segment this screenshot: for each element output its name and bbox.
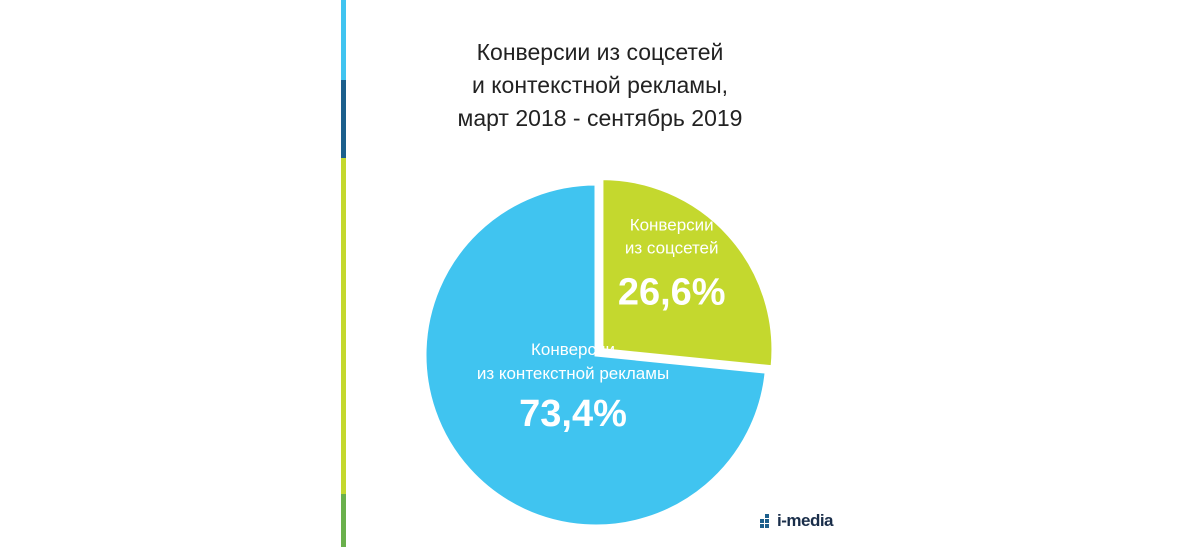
accent-stripe-dark-blue bbox=[341, 80, 346, 158]
pie-slice-social-value-label: 26,6% bbox=[618, 272, 726, 314]
accent-stripe-lime bbox=[341, 158, 346, 494]
accent-stripe-cyan bbox=[341, 0, 346, 80]
pie-slice-social bbox=[600, 177, 775, 369]
chart-title: Конверсии из соцсетей и контекстной рекл… bbox=[380, 36, 820, 135]
logo-mark-icon bbox=[760, 514, 774, 528]
pie-slice-context bbox=[423, 182, 768, 528]
pie-slice-social-name-line-2: из соцсетей bbox=[625, 239, 719, 258]
chart-title-line-3: март 2018 - сентябрь 2019 bbox=[457, 105, 743, 131]
pie-slice-context-name-line-1: Конверсии bbox=[531, 340, 615, 359]
pie-slice-social-name-line-1: Конверсии bbox=[630, 216, 714, 235]
pie-slice-context-label: Конверсии из контекстной рекламы 73,4% bbox=[477, 340, 669, 435]
i-media-logo: i-media bbox=[760, 511, 834, 531]
pie-slice-context-name-line-2: из контекстной рекламы bbox=[477, 364, 669, 383]
pie-slice-social-label: Конверсии из соцсетей 26,6% bbox=[618, 216, 726, 314]
chart-title-line-2: и контекстной рекламы, bbox=[471, 72, 729, 98]
pie-slice-context-value-label: 73,4% bbox=[519, 393, 627, 435]
accent-stripe-green bbox=[341, 494, 346, 547]
chart-title-line-1: Конверсии из соцсетей bbox=[476, 39, 724, 65]
logo-text: i-media bbox=[777, 511, 834, 530]
